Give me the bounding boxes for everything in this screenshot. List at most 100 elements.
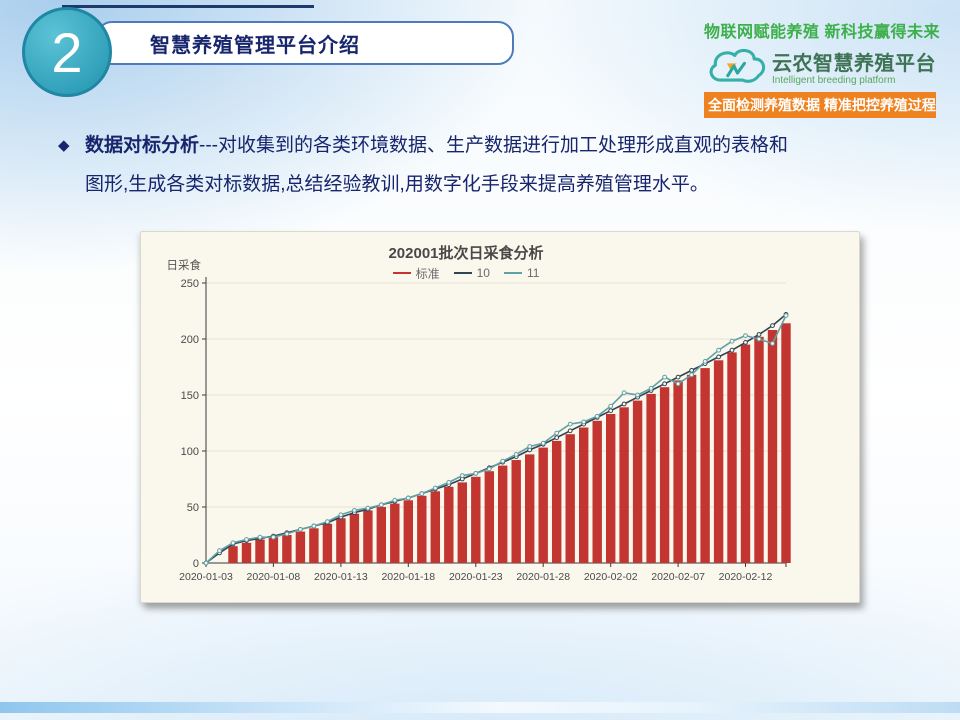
section-number: 2 bbox=[51, 20, 83, 84]
y-tick-label: 50 bbox=[187, 502, 199, 514]
line-marker bbox=[473, 471, 479, 476]
line-marker bbox=[540, 440, 546, 446]
bar bbox=[268, 537, 279, 563]
brand-subtitle: Intelligent breeding platform bbox=[772, 74, 896, 86]
line-marker bbox=[365, 505, 371, 511]
line-marker bbox=[554, 435, 560, 441]
cloud-logo-icon bbox=[709, 48, 766, 83]
bar bbox=[538, 447, 548, 563]
line-marker bbox=[662, 374, 667, 380]
legend-line-swatch bbox=[453, 272, 472, 274]
bar bbox=[727, 352, 737, 563]
line-marker bbox=[325, 519, 330, 525]
bar bbox=[740, 344, 751, 563]
bar bbox=[646, 393, 656, 563]
legend-label: 标准 bbox=[415, 266, 440, 281]
chart-y-axis-label: 日采食 bbox=[166, 260, 202, 272]
line-marker bbox=[298, 527, 303, 532]
chart-legend: 标准 10 11 bbox=[141, 265, 791, 281]
line-marker bbox=[419, 491, 425, 497]
section-number-badge: 2 bbox=[22, 7, 112, 97]
bar bbox=[579, 427, 589, 563]
line-marker bbox=[352, 508, 357, 513]
bar bbox=[484, 471, 494, 563]
bar bbox=[282, 535, 292, 563]
line-marker bbox=[513, 452, 519, 457]
line-marker bbox=[230, 540, 236, 546]
brand-block: 物联网赋能养殖 新科技赢得未来 云农智慧养殖平台 Intelligent bre… bbox=[704, 18, 939, 118]
chart-title: 202001批次日采食分析 bbox=[388, 245, 544, 262]
bar bbox=[349, 513, 360, 563]
y-tick-label: 200 bbox=[181, 334, 199, 346]
bar bbox=[606, 414, 616, 563]
line-marker bbox=[581, 419, 587, 425]
bar bbox=[309, 528, 319, 563]
line-marker bbox=[675, 374, 681, 380]
y-tick-label: 100 bbox=[181, 446, 199, 458]
x-tick-label: 2020-01-23 bbox=[449, 571, 503, 583]
line-marker bbox=[608, 408, 614, 414]
line-marker bbox=[621, 401, 627, 407]
line-marker bbox=[783, 313, 789, 318]
bar bbox=[336, 518, 346, 563]
legend-item-11: 11 bbox=[503, 266, 540, 280]
line-marker bbox=[392, 497, 398, 503]
line-series-10 bbox=[203, 312, 789, 566]
line-marker bbox=[378, 502, 384, 508]
line-marker bbox=[567, 421, 573, 427]
bar bbox=[241, 542, 252, 563]
line-marker bbox=[702, 358, 708, 364]
chart-card: 202001批次日采食分析 标准 10 11 日采食 0 50 100 150 200 250… bbox=[140, 231, 860, 603]
bar bbox=[592, 420, 602, 563]
x-tick-label: 2020-02-07 bbox=[651, 571, 705, 583]
bar bbox=[565, 434, 575, 563]
bar bbox=[457, 482, 467, 563]
footer-gradient-bar bbox=[0, 702, 960, 713]
line-marker bbox=[729, 338, 735, 344]
legend-item-10: 10 bbox=[453, 266, 490, 280]
bar bbox=[632, 400, 643, 563]
x-tick-label: 2020-01-18 bbox=[381, 571, 435, 583]
line-marker bbox=[716, 354, 721, 360]
brand-row: 云农智慧养殖平台 Intelligent breeding platform bbox=[704, 43, 936, 89]
x-tick-label: 2020-01-28 bbox=[516, 571, 570, 583]
bar bbox=[767, 330, 778, 563]
bar-series bbox=[228, 323, 791, 563]
line-marker bbox=[554, 430, 560, 436]
line-series-11 bbox=[203, 313, 789, 566]
line-marker bbox=[257, 534, 263, 540]
bar bbox=[417, 495, 427, 563]
line-marker bbox=[716, 347, 721, 353]
legend-line-swatch bbox=[392, 272, 411, 274]
section-title-pill: 智慧养殖管理平台介绍 bbox=[96, 21, 514, 65]
x-tick-label: 2020-01-13 bbox=[314, 571, 368, 583]
line-marker bbox=[284, 531, 290, 537]
bar bbox=[700, 368, 710, 563]
legend-label: 11 bbox=[526, 266, 540, 280]
line-marker bbox=[756, 332, 762, 337]
brand-name: 云农智慧养殖平台 bbox=[772, 52, 936, 75]
bar bbox=[403, 500, 413, 563]
bar bbox=[471, 476, 481, 563]
bar bbox=[511, 460, 521, 563]
y-axis: 0 50 100 150 200 250 bbox=[181, 277, 207, 570]
line-marker bbox=[662, 381, 667, 387]
bar bbox=[525, 454, 535, 563]
bar bbox=[673, 380, 683, 563]
line-marker bbox=[217, 548, 222, 554]
bar bbox=[363, 510, 373, 563]
legend-line-swatch bbox=[503, 272, 522, 274]
bullet-text-line1: ---对收集到的各类环境数据、生产数据进行加工处理形成直观的表格和 bbox=[199, 135, 788, 156]
bar bbox=[659, 387, 670, 563]
line-marker bbox=[594, 413, 600, 419]
line-marker bbox=[203, 560, 209, 566]
bar bbox=[444, 486, 454, 563]
line-marker bbox=[621, 390, 627, 396]
top-accent-line bbox=[62, 5, 314, 8]
x-tick-label: 2020-02-02 bbox=[584, 571, 638, 583]
line-marker bbox=[608, 403, 614, 409]
line-marker bbox=[635, 392, 641, 398]
line-marker bbox=[770, 323, 775, 328]
